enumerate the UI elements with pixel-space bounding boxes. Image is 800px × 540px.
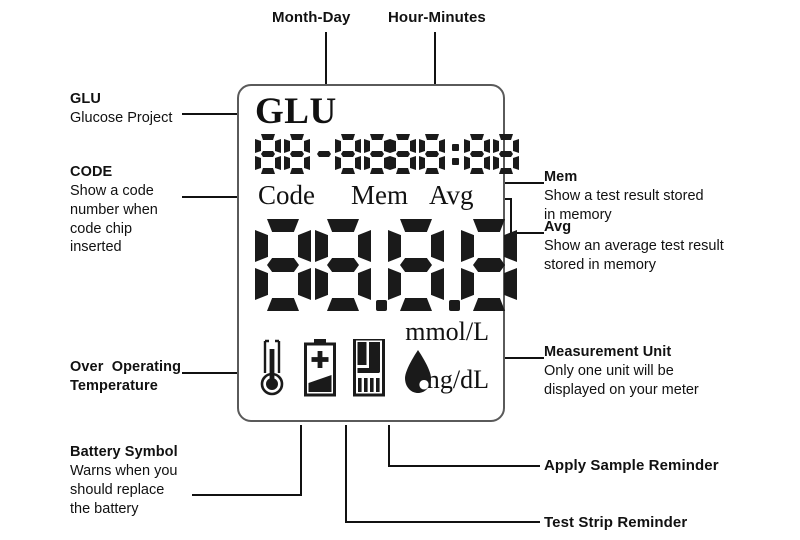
annotation-mem-heading: Mem xyxy=(544,169,578,185)
annotation-test-strip: Test Strip Reminder xyxy=(544,513,687,533)
lcd-unit-mgdl: mg/dL xyxy=(419,365,489,394)
lcd-time-display xyxy=(390,134,522,174)
annotation-code: CODE Show a code number when code chip i… xyxy=(70,163,158,257)
annotation-test-strip-heading: Test Strip Reminder xyxy=(544,514,688,531)
leader-measurement-unit xyxy=(497,357,544,359)
label-month-day-text: Month-Day xyxy=(272,9,351,26)
annotation-battery-body: Warns when you should replace the batter… xyxy=(70,462,178,517)
annotation-apply-sample-heading: Apply Sample Reminder xyxy=(544,457,719,474)
label-hour-minutes-text: Hour-Minutes xyxy=(388,9,486,26)
annotation-avg: Avg Show an average test result stored i… xyxy=(544,218,724,275)
thermometer-icon xyxy=(257,339,287,402)
annotation-avg-body: Show an average test result stored in me… xyxy=(544,237,724,273)
label-hour-minutes: Hour-Minutes xyxy=(388,8,486,28)
decimal-point-1 xyxy=(376,300,387,311)
lcd-mem-label: Mem xyxy=(351,180,408,210)
annotation-temperature-heading: Over Operating Temperature xyxy=(70,359,182,394)
date-separator-dash xyxy=(317,151,331,157)
leader-temperature xyxy=(182,372,242,374)
leader-avg xyxy=(510,232,544,234)
label-month-day: Month-Day xyxy=(272,8,350,28)
leader-battery-vertical xyxy=(300,425,302,496)
annotation-mem: Mem Show a test result stored in memory xyxy=(544,168,704,225)
battery-icon xyxy=(303,339,337,402)
test-strip-icon xyxy=(353,337,385,402)
blood-drop-icon xyxy=(403,349,433,400)
annotation-avg-heading: Avg xyxy=(544,219,572,235)
main-digit-4 xyxy=(461,219,517,311)
leader-apply-sample-horizontal xyxy=(388,465,540,467)
annotation-code-heading: CODE xyxy=(70,164,113,180)
lcd-date-display xyxy=(255,134,393,174)
annotation-glu-heading: GLU xyxy=(70,91,101,107)
lcd-avg-label: Avg xyxy=(429,180,474,210)
leader-glu xyxy=(182,113,238,115)
leader-avg-vertical xyxy=(510,198,512,234)
lcd-panel: GLU xyxy=(237,84,519,422)
annotation-measurement-unit-heading: Measurement Unit xyxy=(544,344,672,360)
date-digit-3 xyxy=(335,134,361,174)
lcd-glu-label: GLU xyxy=(255,91,337,132)
leader-apply-sample-vertical xyxy=(388,425,390,467)
decimal-point-2 xyxy=(449,300,460,311)
annotation-code-body: Show a code number when code chip insert… xyxy=(70,182,158,256)
time-digit-3 xyxy=(464,134,490,174)
main-digit-1 xyxy=(255,219,311,311)
leader-code xyxy=(182,196,238,198)
date-digit-4 xyxy=(364,134,390,174)
date-digit-2 xyxy=(284,134,310,174)
annotation-battery-heading: Battery Symbol xyxy=(70,444,178,460)
date-digit-1 xyxy=(255,134,281,174)
leader-test-strip-vertical xyxy=(345,425,347,523)
leader-battery-horizontal xyxy=(192,494,302,496)
lcd-unit-mmol: mmol/L xyxy=(405,317,489,346)
time-digit-1 xyxy=(390,134,416,174)
lcd-code-label: Code xyxy=(258,180,315,210)
main-digit-2 xyxy=(315,219,371,311)
annotation-glu-body: Glucose Project xyxy=(70,109,173,126)
annotation-apply-sample: Apply Sample Reminder xyxy=(544,456,719,476)
leader-mem xyxy=(510,182,544,184)
time-separator-colon xyxy=(451,134,461,174)
time-digit-4 xyxy=(493,134,519,174)
annotation-battery: Battery Symbol Warns when you should rep… xyxy=(70,443,178,518)
main-digit-3 xyxy=(388,219,444,311)
annotation-measurement-unit: Measurement Unit Only one unit will be d… xyxy=(544,343,699,400)
time-digit-2 xyxy=(419,134,445,174)
annotation-glu: GLU Glucose Project xyxy=(70,90,172,128)
annotation-temperature: Over Operating Temperature xyxy=(70,358,181,396)
annotation-measurement-unit-body: Only one unit will be displayed on your … xyxy=(544,362,699,398)
leader-test-strip-horizontal xyxy=(345,521,540,523)
annotation-mem-body: Show a test result stored in memory xyxy=(544,187,704,223)
lcd-main-reading xyxy=(255,219,521,311)
